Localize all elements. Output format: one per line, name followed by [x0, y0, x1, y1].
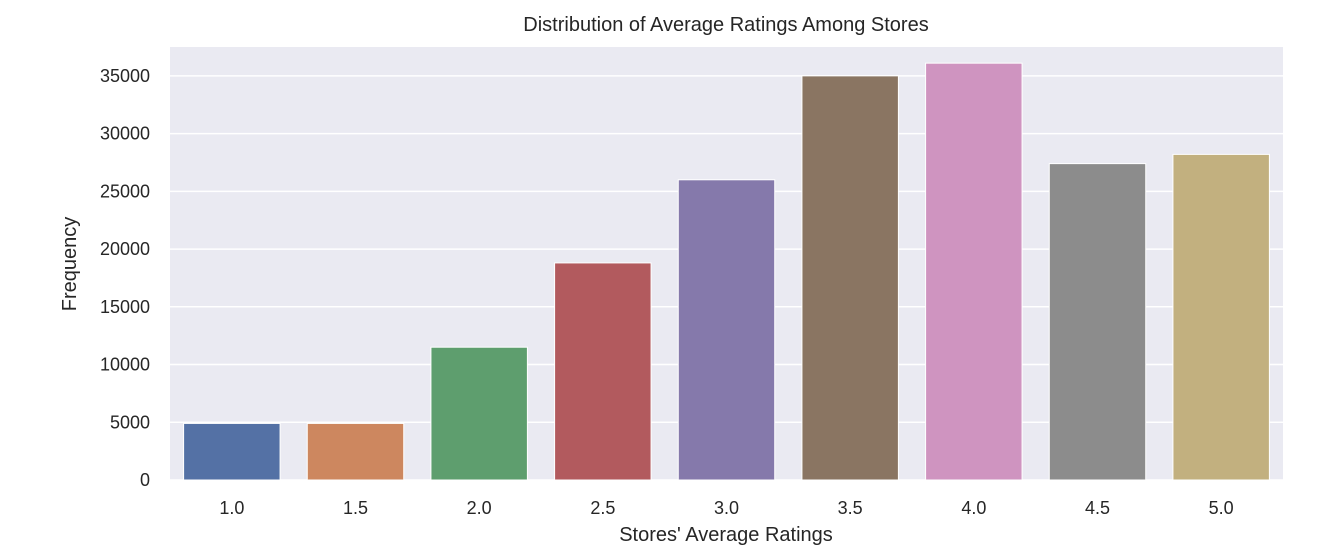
x-tick-label: 3.5: [838, 498, 863, 518]
y-tick-label: 15000: [100, 297, 150, 317]
bar-3.0: [677, 179, 776, 481]
y-tick-label: 25000: [100, 181, 150, 201]
x-axis-ticks: 1.0 1.5 2.0 2.5 3.0 3.5 4.0 4.5 5.0: [219, 498, 1233, 518]
bars: [183, 62, 1270, 481]
x-tick-label: 5.0: [1209, 498, 1234, 518]
x-tick-label: 2.5: [590, 498, 615, 518]
x-tick-label: 1.5: [343, 498, 368, 518]
bar-2.0: [430, 346, 528, 481]
bar-3.5: [801, 75, 899, 481]
y-axis-label: Frequency: [59, 217, 81, 312]
x-tick-label: 2.0: [467, 498, 492, 518]
x-tick-label: 3.0: [714, 498, 739, 518]
bar-2.5: [554, 262, 652, 481]
y-tick-label: 35000: [100, 66, 150, 86]
chart-title: Distribution of Average Ratings Among St…: [523, 14, 928, 36]
bar-4.0: [925, 62, 1023, 481]
y-tick-label: 30000: [100, 124, 150, 144]
bar-5.0: [1172, 153, 1270, 481]
bar-4.5: [1048, 163, 1147, 481]
y-tick-label: 0: [140, 470, 150, 490]
y-tick-label: 5000: [110, 412, 150, 432]
bar-1.5: [306, 422, 405, 481]
y-axis-ticks: 0 5000 10000 15000 20000 25000 30000 35000: [100, 66, 150, 490]
x-tick-label: 4.5: [1085, 498, 1110, 518]
y-tick-label: 10000: [100, 355, 150, 375]
x-tick-label: 4.0: [961, 498, 986, 518]
x-tick-label: 1.0: [219, 498, 244, 518]
y-tick-label: 20000: [100, 239, 150, 259]
bar-1.0: [183, 422, 281, 481]
x-axis-label: Stores' Average Ratings: [619, 524, 833, 546]
